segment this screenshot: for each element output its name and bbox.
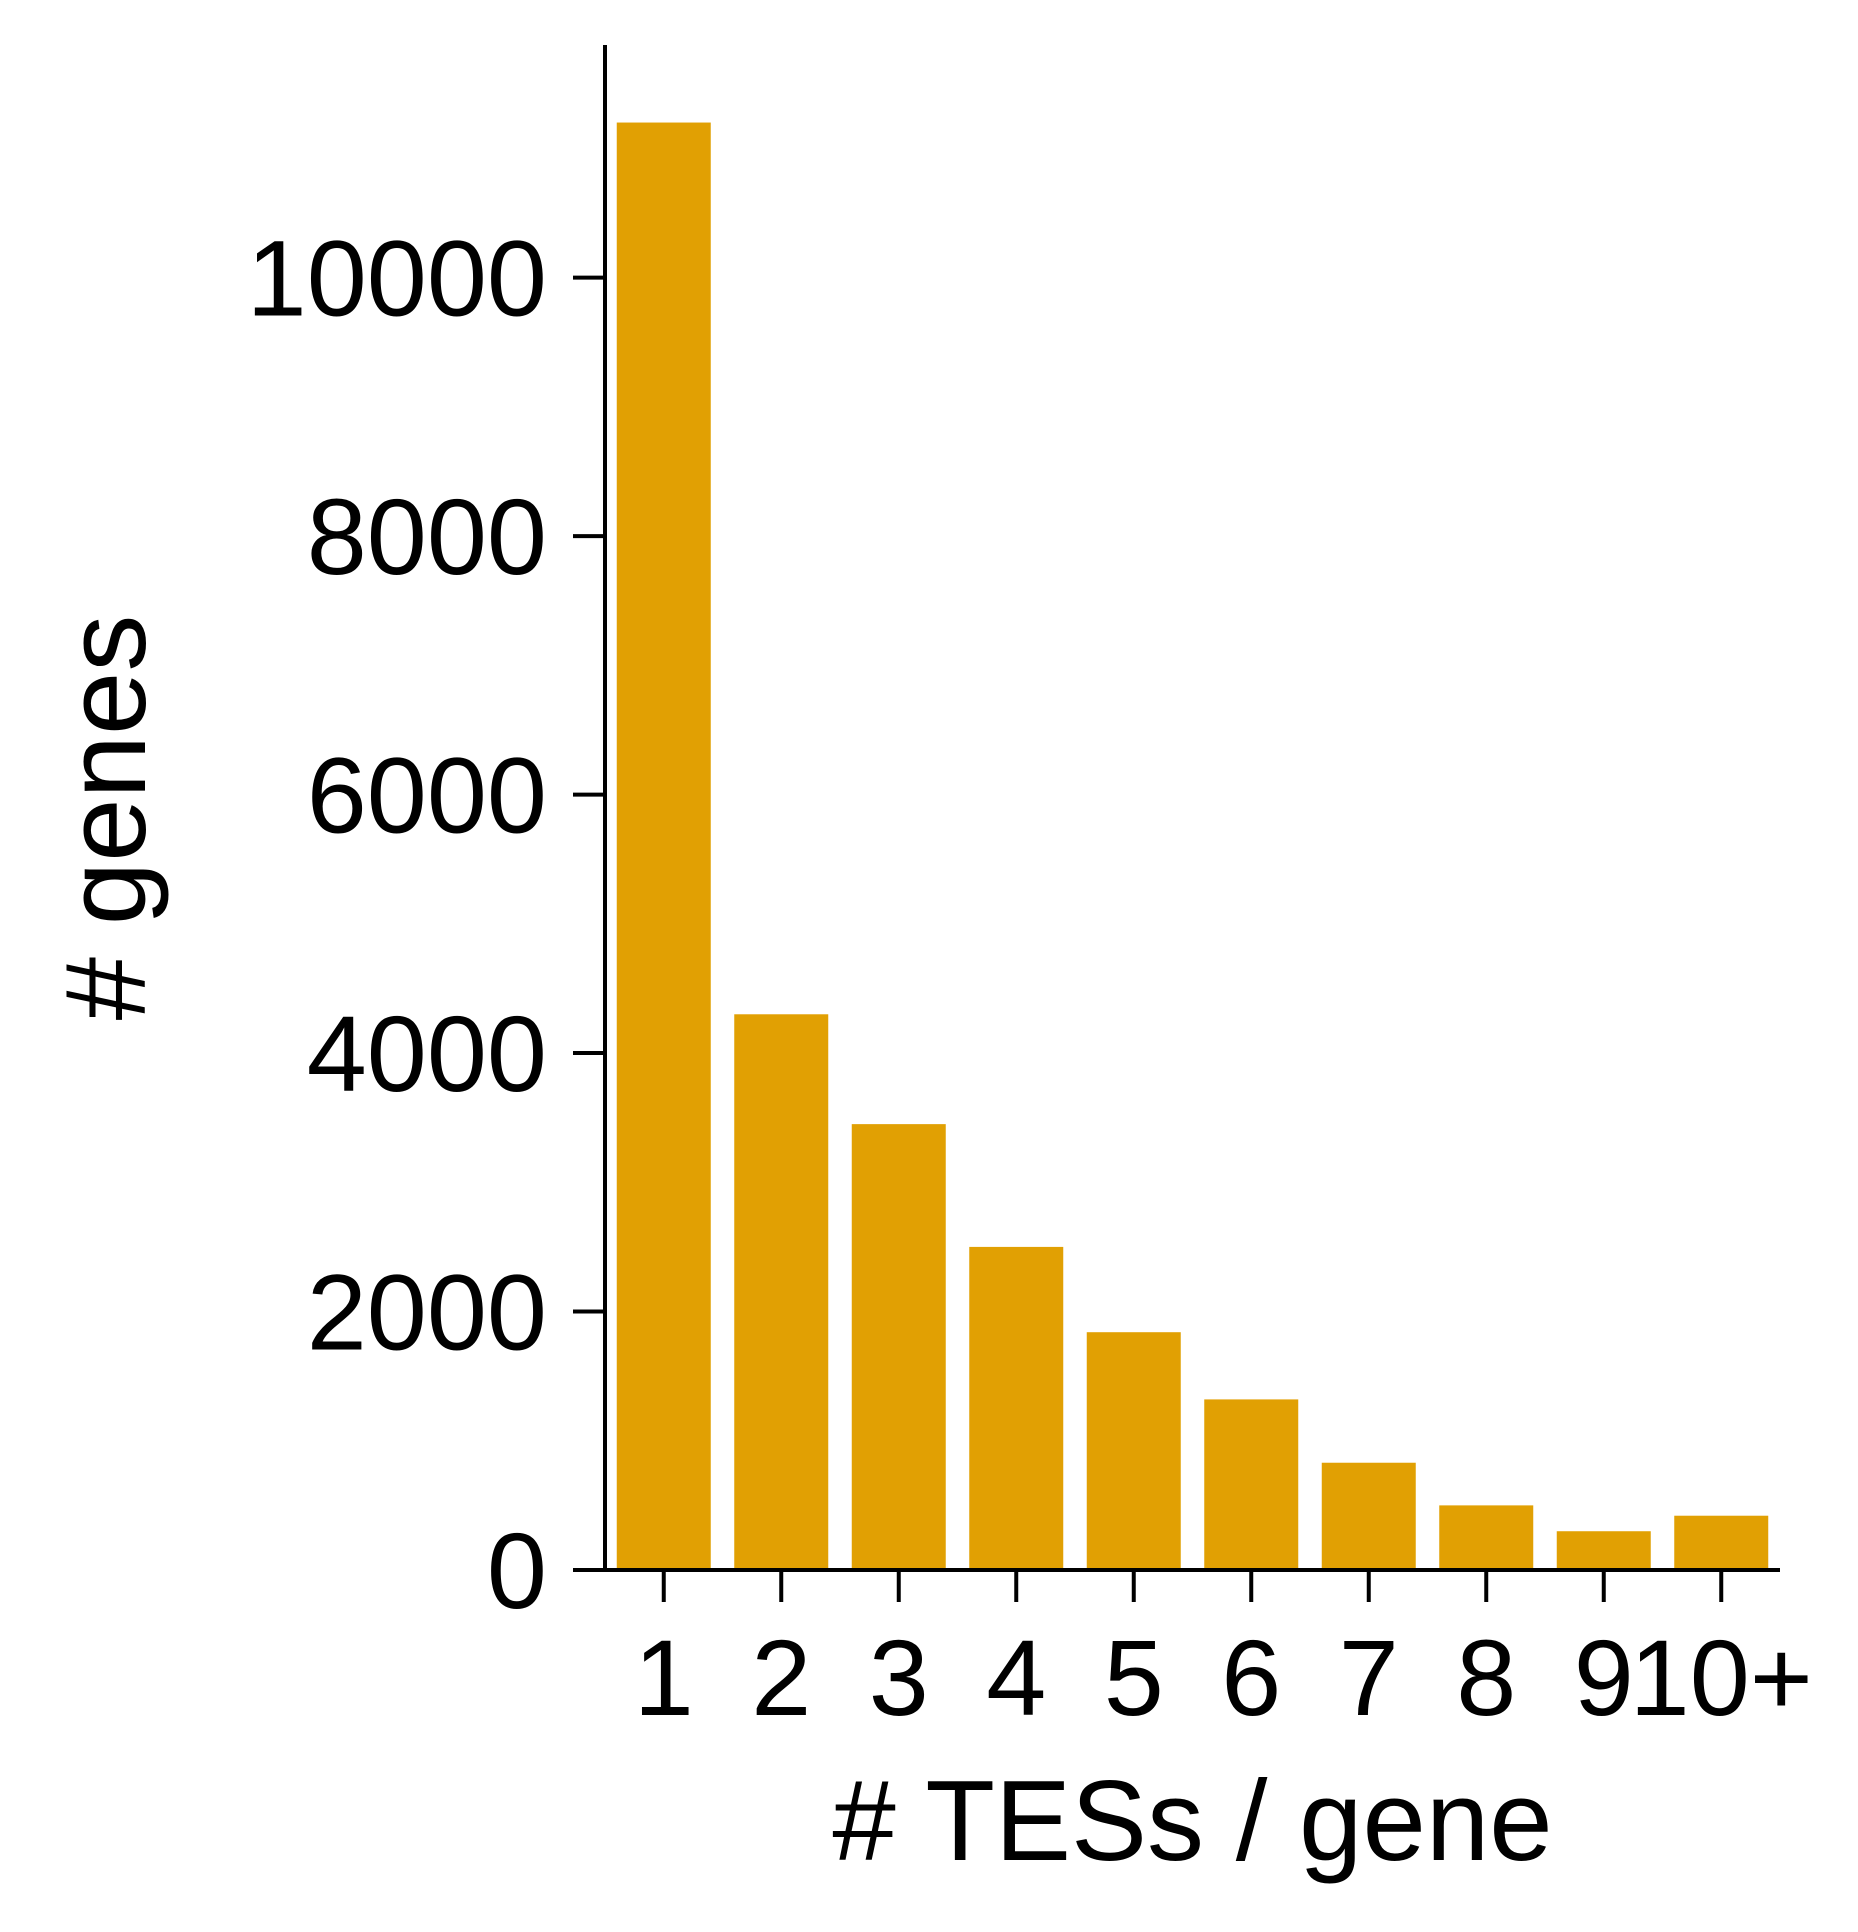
- y-ticks-group: 0 2000 4000 6000 8000 10000: [247, 218, 605, 1631]
- y-tick-label: 4000: [307, 993, 547, 1114]
- bar-7: [1321, 1462, 1416, 1570]
- x-tick-label: 9: [1574, 1617, 1634, 1738]
- x-tick-label: 7: [1339, 1617, 1399, 1738]
- bar-10+: [1674, 1515, 1769, 1570]
- y-tick-label: 2000: [307, 1252, 547, 1373]
- x-tick-label: 2: [751, 1617, 811, 1738]
- x-tick-label: 5: [1104, 1617, 1164, 1738]
- x-tick-label: 3: [869, 1617, 929, 1738]
- x-tick-label: 6: [1221, 1617, 1281, 1738]
- bar-3: [851, 1124, 946, 1570]
- bar-2: [734, 1014, 829, 1570]
- y-tick-label: 6000: [307, 735, 547, 856]
- x-tick-label: 8: [1456, 1617, 1516, 1738]
- bar-1: [616, 122, 711, 1571]
- bar-5: [1086, 1332, 1181, 1570]
- y-tick-label: 8000: [307, 476, 547, 597]
- x-tick-label: 10+: [1630, 1617, 1813, 1738]
- bars-group: [616, 122, 1769, 1571]
- bar-8: [1439, 1505, 1534, 1570]
- x-axis-title: # TESs / gene: [832, 1758, 1552, 1885]
- y-axis-title: # genes: [43, 615, 170, 1021]
- x-ticks-group: 1 2 3 4 5 6 7 8 910+: [634, 1570, 1813, 1738]
- bar-4: [969, 1246, 1064, 1570]
- y-tick-label: 0: [487, 1510, 547, 1631]
- axes-group: [603, 45, 1780, 1572]
- y-tick-label: 10000: [247, 218, 547, 339]
- x-tick-label: 1: [634, 1617, 694, 1738]
- bar-9: [1556, 1531, 1651, 1570]
- x-tick-label: 4: [986, 1617, 1046, 1738]
- bar-6: [1204, 1399, 1299, 1570]
